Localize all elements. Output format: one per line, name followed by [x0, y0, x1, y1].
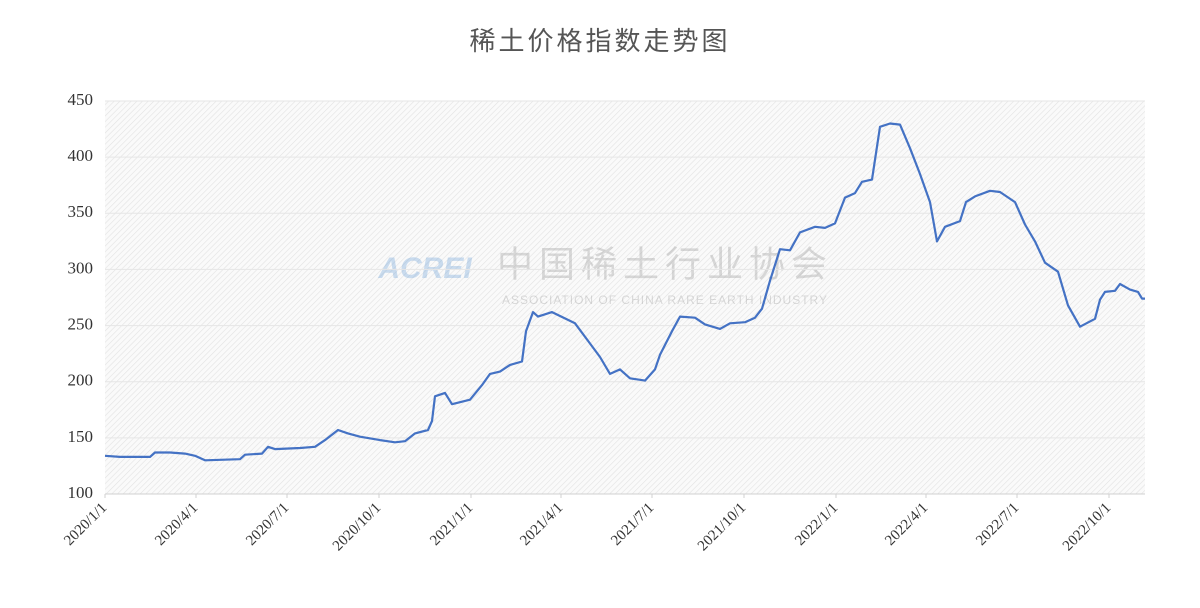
y-tick-label: 250 — [68, 314, 94, 333]
x-tick-label: 2021/10/1 — [695, 500, 749, 554]
x-tick-label: 2022/7/1 — [973, 500, 1022, 549]
watermark-subtitle: ASSOCIATION OF CHINA RARE EARTH INDUSTRY — [502, 293, 828, 307]
y-tick-label: 450 — [68, 90, 94, 109]
y-tick-label: 100 — [68, 483, 94, 502]
chart-title: 稀土价格指数走势图 — [469, 27, 730, 56]
plot-area — [105, 101, 1145, 494]
x-tick-label: 2021/1/1 — [427, 500, 476, 549]
y-tick-label: 150 — [68, 427, 94, 446]
x-tick-label: 2021/7/1 — [608, 500, 657, 549]
x-tick-label: 2021/4/1 — [517, 500, 566, 549]
x-tick-label: 2022/10/1 — [1060, 500, 1114, 554]
x-tick-label: 2022/1/1 — [792, 500, 841, 549]
y-tick-label: 400 — [68, 146, 94, 165]
x-tick-label: 2020/1/1 — [61, 500, 110, 549]
x-tick-label: 2020/4/1 — [152, 500, 201, 549]
x-tick-label: 2020/10/1 — [330, 500, 384, 554]
x-tick-label: 2020/7/1 — [243, 500, 292, 549]
watermark-logo: ACREI — [377, 252, 472, 285]
y-tick-label: 200 — [68, 371, 94, 390]
y-tick-label: 350 — [68, 202, 94, 221]
line-series — [104, 122, 1145, 462]
y-tick-label: 300 — [68, 258, 94, 277]
x-tick-label: 2022/4/1 — [882, 500, 931, 549]
